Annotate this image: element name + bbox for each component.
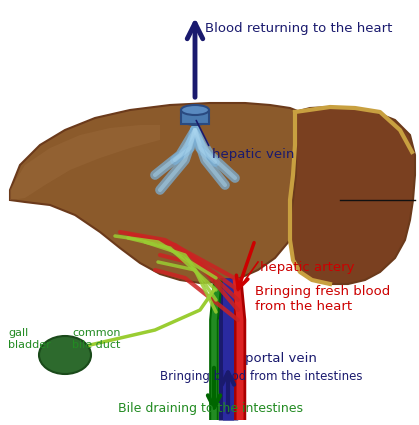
Text: portal vein: portal vein <box>245 352 317 365</box>
Polygon shape <box>10 125 160 200</box>
Text: common
bile duct: common bile duct <box>72 328 121 350</box>
Ellipse shape <box>181 111 209 125</box>
Text: Bringing fresh blood
from the heart: Bringing fresh blood from the heart <box>255 285 390 313</box>
Ellipse shape <box>181 105 209 115</box>
FancyBboxPatch shape <box>181 110 209 124</box>
Text: hepatic artery: hepatic artery <box>260 261 354 274</box>
Polygon shape <box>10 103 308 283</box>
Polygon shape <box>290 107 415 284</box>
Text: Blood returning to the heart: Blood returning to the heart <box>205 22 392 35</box>
Text: Bile draining to the intestines: Bile draining to the intestines <box>117 402 303 415</box>
Text: gall
bladder: gall bladder <box>8 328 51 350</box>
Ellipse shape <box>39 336 91 374</box>
Text: hepatic vein: hepatic vein <box>212 148 295 161</box>
Text: Bringing blood from the intestines: Bringing blood from the intestines <box>160 370 362 383</box>
